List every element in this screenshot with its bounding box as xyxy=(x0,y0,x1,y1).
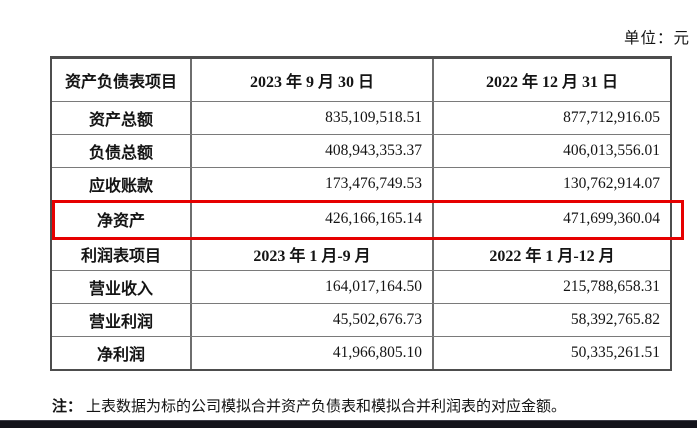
row-label: 营业收入 xyxy=(52,271,192,303)
financial-table: 资产负债表项目 2023 年 9 月 30 日 2022 年 12 月 31 日… xyxy=(50,56,672,371)
table-row-total-liabilities: 负债总额 408,943,353.37 406,013,556.01 xyxy=(52,135,670,168)
value-cell: 50,335,261.51 xyxy=(570,344,660,361)
row-label: 负债总额 xyxy=(52,135,192,167)
value-cell: 877,712,916.05 xyxy=(563,109,660,126)
value-cell: 471,699,360.04 xyxy=(563,210,660,227)
value-cell: 45,502,676.73 xyxy=(192,304,434,336)
row-label: 净资产 xyxy=(52,201,192,237)
row-label: 应收账款 xyxy=(52,168,192,200)
row-label: 资产总额 xyxy=(52,102,192,134)
value-cell: 41,966,805.10 xyxy=(192,337,434,369)
footnote-prefix: 注： xyxy=(52,399,83,415)
value-cell: 164,017,164.50 xyxy=(192,271,434,303)
footnote: 注： 上表数据为标的公司模拟合并资产负债表和模拟合并利润表的对应金额。 xyxy=(52,395,692,416)
column-header-item: 资产负债表项目 xyxy=(52,59,192,101)
table-row-net-profit: 净利润 41,966,805.10 50,335,261.51 xyxy=(52,337,670,369)
table-row-total-assets: 资产总额 835,109,518.51 877,712,916.05 xyxy=(52,102,670,135)
column-header-period2: 2022 年 12 月 31 日 xyxy=(485,74,618,91)
column-header-period2: 2022 年 1 月-12 月 xyxy=(489,248,615,265)
value-cell: 173,476,749.53 xyxy=(192,168,434,200)
value-cell: 58,392,765.82 xyxy=(570,311,660,328)
column-header-item: 利润表项目 xyxy=(52,238,192,270)
table-row-balance-header: 资产负债表项目 2023 年 9 月 30 日 2022 年 12 月 31 日 xyxy=(52,59,670,102)
value-cell: 408,943,353.37 xyxy=(192,135,434,167)
table-row-accounts-receivable: 应收账款 173,476,749.53 130,762,914.07 xyxy=(52,168,670,201)
footnote-text: 上表数据为标的公司模拟合并资产负债表和模拟合并利润表的对应金额。 xyxy=(86,399,567,415)
table-row-operating-profit: 营业利润 45,502,676.73 58,392,765.82 xyxy=(52,304,670,337)
table-row-net-assets: 净资产 426,166,165.14 471,699,360.04 xyxy=(52,201,670,238)
value-cell: 130,762,914.07 xyxy=(563,175,660,192)
unit-label: 单位：元 xyxy=(623,30,690,47)
value-cell: 406,013,556.01 xyxy=(563,142,660,159)
column-header-period1: 2023 年 9 月 30 日 xyxy=(192,59,434,101)
value-cell: 835,109,518.51 xyxy=(192,102,434,134)
bottom-window-edge-bar xyxy=(0,420,697,428)
table-row-income-header: 利润表项目 2023 年 1 月-9 月 2022 年 1 月-12 月 xyxy=(52,238,670,271)
value-cell: 215,788,658.31 xyxy=(563,278,660,295)
row-label: 营业利润 xyxy=(52,304,192,336)
table-row-operating-revenue: 营业收入 164,017,164.50 215,788,658.31 xyxy=(52,271,670,304)
row-label: 净利润 xyxy=(52,337,192,369)
value-cell: 426,166,165.14 xyxy=(192,201,434,237)
column-header-period1: 2023 年 1 月-9 月 xyxy=(192,238,434,270)
